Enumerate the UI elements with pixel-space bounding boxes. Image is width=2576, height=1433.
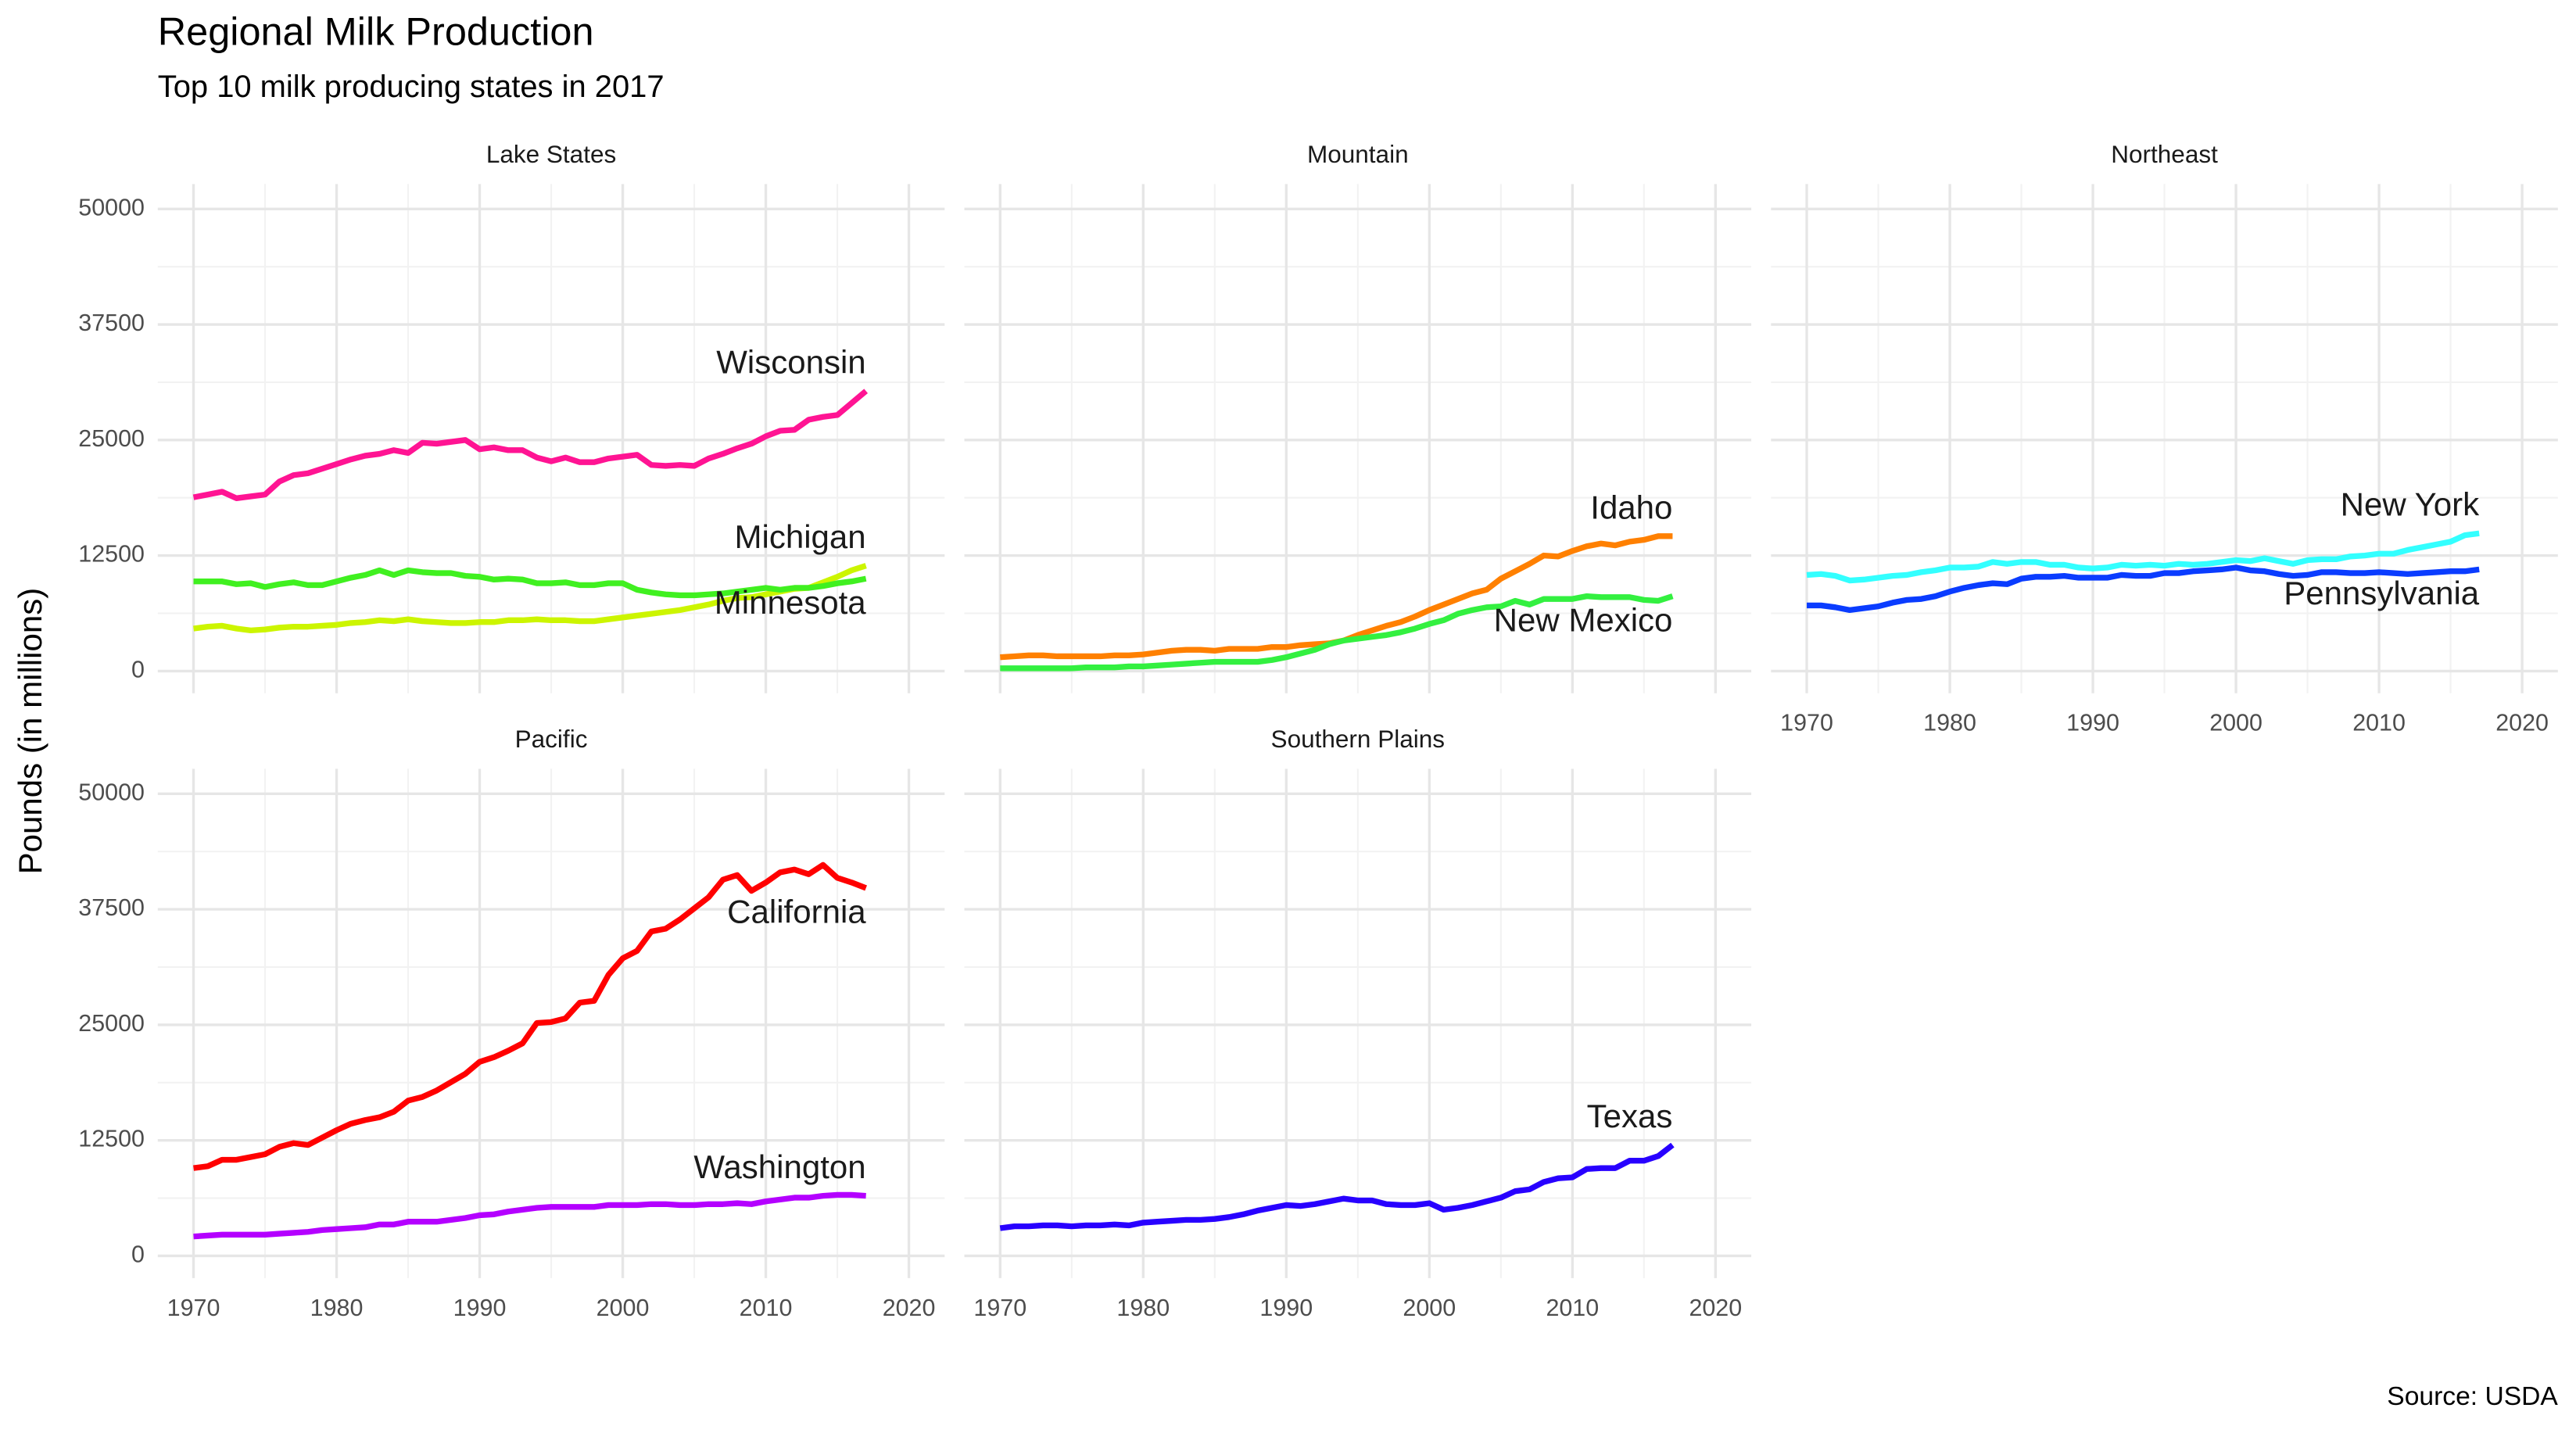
x-tick-label: 1970 — [1780, 710, 1833, 736]
series-label: New York — [2341, 486, 2480, 523]
strip-title: Mountain — [1307, 140, 1409, 168]
caption: Source: USDA — [2387, 1382, 2558, 1411]
y-tick-label: 12500 — [78, 541, 145, 568]
series-label: New Mexico — [1494, 601, 1673, 638]
y-tick-label: 37500 — [78, 894, 145, 921]
y-tick-label: 37500 — [78, 310, 145, 336]
x-tick-label: 1990 — [1259, 1295, 1313, 1321]
strip-title: Southern Plains — [1271, 725, 1446, 753]
strip-title: Northeast — [2111, 140, 2218, 168]
series-label: Texas — [1587, 1098, 1673, 1134]
y-tick-label: 25000 — [78, 1010, 145, 1037]
series-label: Pennsylvania — [2284, 575, 2480, 611]
series-line — [192, 389, 869, 501]
x-tick-label: 2000 — [1403, 1295, 1456, 1321]
series-label: Washington — [693, 1148, 865, 1185]
x-tick-label: 2010 — [740, 1295, 793, 1321]
series-label: Idaho — [1590, 489, 1672, 525]
x-tick-label: 1990 — [453, 1295, 507, 1321]
x-tick-label: 1970 — [973, 1295, 1026, 1321]
y-tick-label: 25000 — [78, 425, 145, 452]
x-tick-label: 2020 — [2495, 710, 2549, 736]
y-tick-label: 50000 — [78, 194, 145, 220]
series-label: Wisconsin — [716, 344, 865, 381]
y-tick-label: 50000 — [78, 779, 145, 805]
x-tick-label: 1980 — [310, 1295, 364, 1321]
y-tick-label: 12500 — [78, 1126, 145, 1152]
series-line — [1807, 564, 2480, 614]
y-tick-label: 0 — [131, 1241, 145, 1268]
x-tick-label: 1980 — [1923, 710, 1976, 736]
x-tick-label: 2020 — [883, 1295, 936, 1321]
y-axis-label: Pounds (in millions) — [12, 588, 48, 875]
series-line — [193, 862, 867, 1171]
x-tick-label: 1990 — [2066, 710, 2119, 736]
x-tick-label: 2000 — [2209, 710, 2263, 736]
series-line — [193, 563, 867, 634]
series-line — [193, 1191, 866, 1240]
series-line — [193, 567, 867, 599]
chart-subtitle: Top 10 milk producing states in 2017 — [158, 70, 665, 104]
x-tick-label: 2000 — [597, 1295, 650, 1321]
strip-title: Pacific — [515, 725, 588, 753]
series-label: Michigan — [735, 518, 866, 555]
x-tick-label: 1980 — [1116, 1295, 1170, 1321]
series-line — [1806, 530, 2480, 584]
x-tick-label: 2010 — [2352, 710, 2406, 736]
chart-title: Regional Milk Production — [158, 9, 594, 53]
series-label: Minnesota — [715, 584, 866, 621]
series-line — [999, 1142, 1675, 1231]
series-label: California — [727, 894, 866, 930]
strip-title: Lake States — [486, 140, 616, 168]
x-tick-label: 2010 — [1546, 1295, 1599, 1321]
x-tick-label: 1970 — [167, 1295, 220, 1321]
series-line — [1000, 593, 1674, 672]
y-tick-label: 0 — [131, 656, 145, 682]
x-tick-label: 2020 — [1689, 1295, 1742, 1321]
